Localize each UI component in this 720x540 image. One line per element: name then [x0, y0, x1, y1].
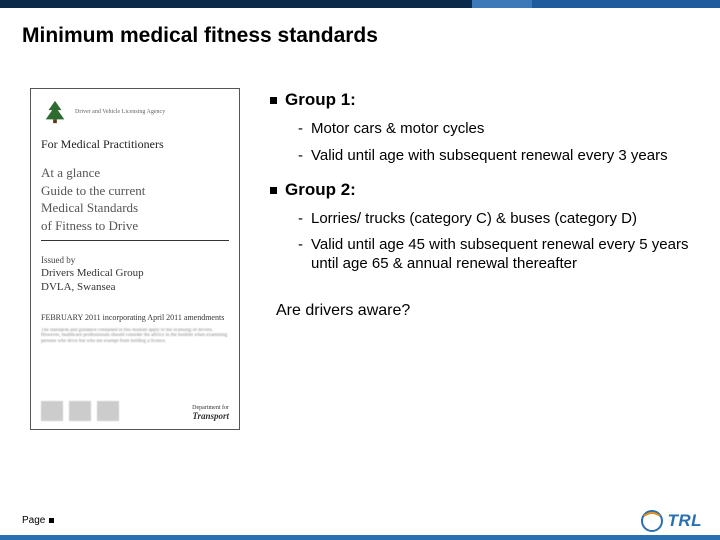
- band-light: [532, 0, 720, 8]
- trl-swoosh-icon: [641, 510, 663, 532]
- thumb-issued-by: Issued by: [41, 255, 229, 265]
- thumb-heading: At a glance Guide to the current Medical…: [41, 164, 229, 234]
- thumb-date-line: FEBRUARY 2011 incorporating April 2011 a…: [41, 313, 229, 322]
- list-item: - Valid until age 45 with subsequent ren…: [298, 236, 700, 274]
- dash-icon: -: [298, 147, 303, 166]
- thumb-small-logo-2: [69, 401, 91, 421]
- thumb-transport-em: Transport: [192, 411, 229, 421]
- trl-logo: TRL: [637, 508, 706, 534]
- dash-icon: -: [298, 236, 303, 274]
- thumb-group-line2: DVLA, Swansea: [41, 281, 229, 295]
- group-1-items: - Motor cars & motor cycles - Valid unti…: [298, 120, 700, 166]
- group-1-label: Group 1:: [285, 90, 356, 110]
- content-area: Group 1: - Motor cars & motor cycles - V…: [270, 90, 700, 320]
- band-mid: [472, 0, 532, 8]
- slide-title: Minimum medical fitness standards: [22, 24, 378, 48]
- thumb-transport-block: Department for Transport: [192, 405, 229, 421]
- thumb-group-line1: Drivers Medical Group: [41, 267, 229, 281]
- bottom-accent-band: [0, 535, 720, 540]
- dvla-tree-icon: [41, 99, 69, 125]
- trl-logo-text: TRL: [667, 511, 702, 531]
- document-thumbnail: Driver and Vehicle Licensing Agency For …: [30, 88, 240, 430]
- group-1-header: Group 1:: [270, 90, 700, 110]
- page-footer: Page: [22, 515, 54, 526]
- list-item-text: Valid until age 45 with subsequent renew…: [311, 236, 700, 274]
- thumb-rule: [41, 240, 229, 241]
- footer-square-icon: [49, 518, 54, 523]
- thumb-for-line: For Medical Practitioners: [41, 137, 229, 152]
- list-item-text: Valid until age with subsequent renewal …: [311, 147, 668, 166]
- page-label: Page: [22, 515, 45, 526]
- closing-question: Are drivers aware?: [276, 302, 700, 320]
- thumb-logo-caption: Driver and Vehicle Licensing Agency: [75, 109, 165, 116]
- group-2-items: - Lorries/ trucks (category C) & buses (…: [298, 210, 700, 274]
- bullet-square-icon: [270, 97, 277, 104]
- group-2-label: Group 2:: [285, 180, 356, 200]
- bullet-square-icon: [270, 187, 277, 194]
- dash-icon: -: [298, 210, 303, 229]
- dash-icon: -: [298, 120, 303, 139]
- band-dark: [0, 0, 472, 8]
- thumb-fine-print: The standards and guidance contained in …: [41, 328, 229, 345]
- list-item: - Motor cars & motor cycles: [298, 120, 700, 139]
- list-item-text: Motor cars & motor cycles: [311, 120, 484, 139]
- thumb-footer-logos: Department for Transport: [41, 401, 229, 421]
- thumb-logo-row: Driver and Vehicle Licensing Agency: [41, 99, 229, 125]
- list-item-text: Lorries/ trucks (category C) & buses (ca…: [311, 210, 637, 229]
- thumb-small-logo-3: [97, 401, 119, 421]
- top-accent-bands: [0, 0, 720, 8]
- thumb-small-logo-1: [41, 401, 63, 421]
- list-item: - Valid until age with subsequent renewa…: [298, 147, 700, 166]
- group-2-header: Group 2:: [270, 180, 700, 200]
- list-item: - Lorries/ trucks (category C) & buses (…: [298, 210, 700, 229]
